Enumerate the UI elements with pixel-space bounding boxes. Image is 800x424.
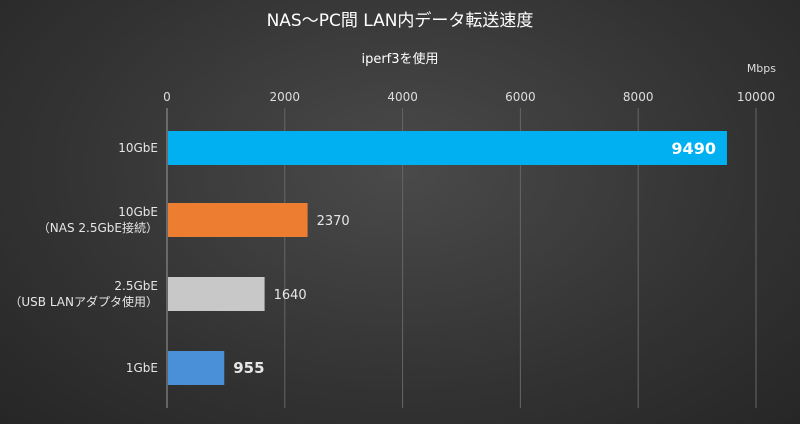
value-label: 9490 <box>671 139 716 158</box>
category-label: 10GbE <box>118 205 158 219</box>
x-tick-label: 8000 <box>623 90 654 104</box>
category-label: （USB LANアダプタ使用） <box>9 294 158 309</box>
value-labels: 9490 2370 1640 955 <box>233 139 716 377</box>
x-tick-label: 6000 <box>505 90 536 104</box>
category-label: 1GbE <box>126 361 158 375</box>
value-label: 1640 <box>274 288 307 303</box>
chart-title: NAS～PC間 LAN内データ転送速度 <box>267 10 534 31</box>
category-label: 2.5GbE <box>114 279 158 293</box>
bar <box>168 203 308 237</box>
bar <box>168 131 727 165</box>
x-tick-label: 0 <box>163 90 171 104</box>
bar <box>168 351 225 385</box>
x-axis-ticks: 0 2000 4000 6000 8000 10000 <box>163 90 775 104</box>
x-tick-label: 2000 <box>270 90 301 104</box>
value-label: 955 <box>233 359 264 377</box>
bars <box>168 131 727 385</box>
x-tick-label: 10000 <box>737 90 775 104</box>
chart-subtitle: iperf3を使用 <box>361 51 438 67</box>
category-label: （NAS 2.5GbE接続） <box>38 220 158 235</box>
value-label: 2370 <box>317 214 350 229</box>
category-label: 10GbE <box>118 141 158 155</box>
x-tick-label: 4000 <box>387 90 418 104</box>
bar <box>168 277 265 311</box>
unit-label: Mbps <box>747 62 776 75</box>
